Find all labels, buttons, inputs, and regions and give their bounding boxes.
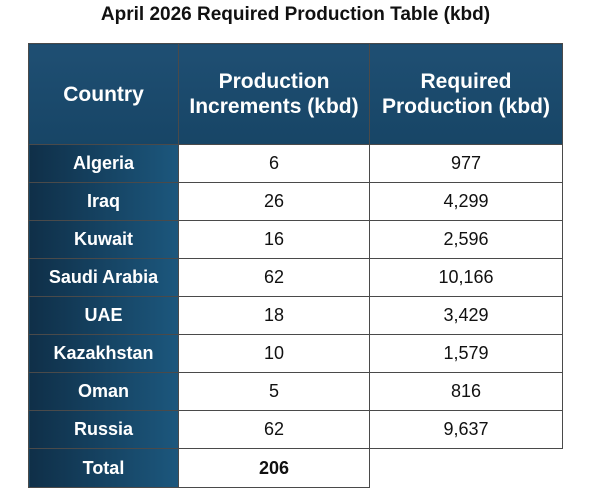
production-increment-cell: 62 [178,410,370,449]
total-label-cell: Total [28,448,179,488]
production-increment-cell: 5 [178,372,370,411]
production-increment-cell: 10 [178,334,370,373]
table-row: Russia 62 9,637 [28,410,563,449]
table-title: April 2026 Required Production Table (kb… [100,4,491,25]
country-cell: Russia [28,410,179,449]
table-row: Saudi Arabia 62 10,166 [28,258,563,297]
country-cell: Oman [28,372,179,411]
production-increment-cell: 18 [178,296,370,335]
table-row: Kuwait 16 2,596 [28,220,563,259]
required-production-cell: 10,166 [369,258,563,297]
required-production-cell: 977 [369,144,563,183]
column-header-country: Country [28,43,179,145]
required-production-cell: 9,637 [369,410,563,449]
table-row: Algeria 6 977 [28,144,563,183]
total-increment-cell: 206 [178,448,370,488]
column-header-required-production: Required Production (kbd) [369,43,563,145]
header-row: Country Production Increments (kbd) Requ… [28,43,563,145]
production-increment-cell: 6 [178,144,370,183]
total-empty-cell [369,448,563,488]
required-production-cell: 3,429 [369,296,563,335]
table-row: UAE 18 3,429 [28,296,563,335]
country-cell: Iraq [28,182,179,221]
total-row: Total 206 [28,448,563,488]
production-increment-cell: 26 [178,182,370,221]
country-cell: Algeria [28,144,179,183]
production-increment-cell: 62 [178,258,370,297]
table-row: Kazakhstan 10 1,579 [28,334,563,373]
table-body: Algeria 6 977 Iraq 26 4,299 Kuwait 16 2,596 Saudi… [28,144,563,488]
required-production-cell: 1,579 [369,334,563,373]
country-cell: Kazakhstan [28,334,179,373]
column-header-production-increments: Production Increments (kbd) [178,43,370,145]
country-cell: UAE [28,296,179,335]
table-row: Iraq 26 4,299 [28,182,563,221]
country-cell: Kuwait [28,220,179,259]
table-row: Oman 5 816 [28,372,563,411]
production-increment-cell: 16 [178,220,370,259]
required-production-cell: 816 [369,372,563,411]
production-table: Country Production Increments (kbd) Requ… [28,43,563,488]
required-production-cell: 4,299 [369,182,563,221]
required-production-cell: 2,596 [369,220,563,259]
country-cell: Saudi Arabia [28,258,179,297]
